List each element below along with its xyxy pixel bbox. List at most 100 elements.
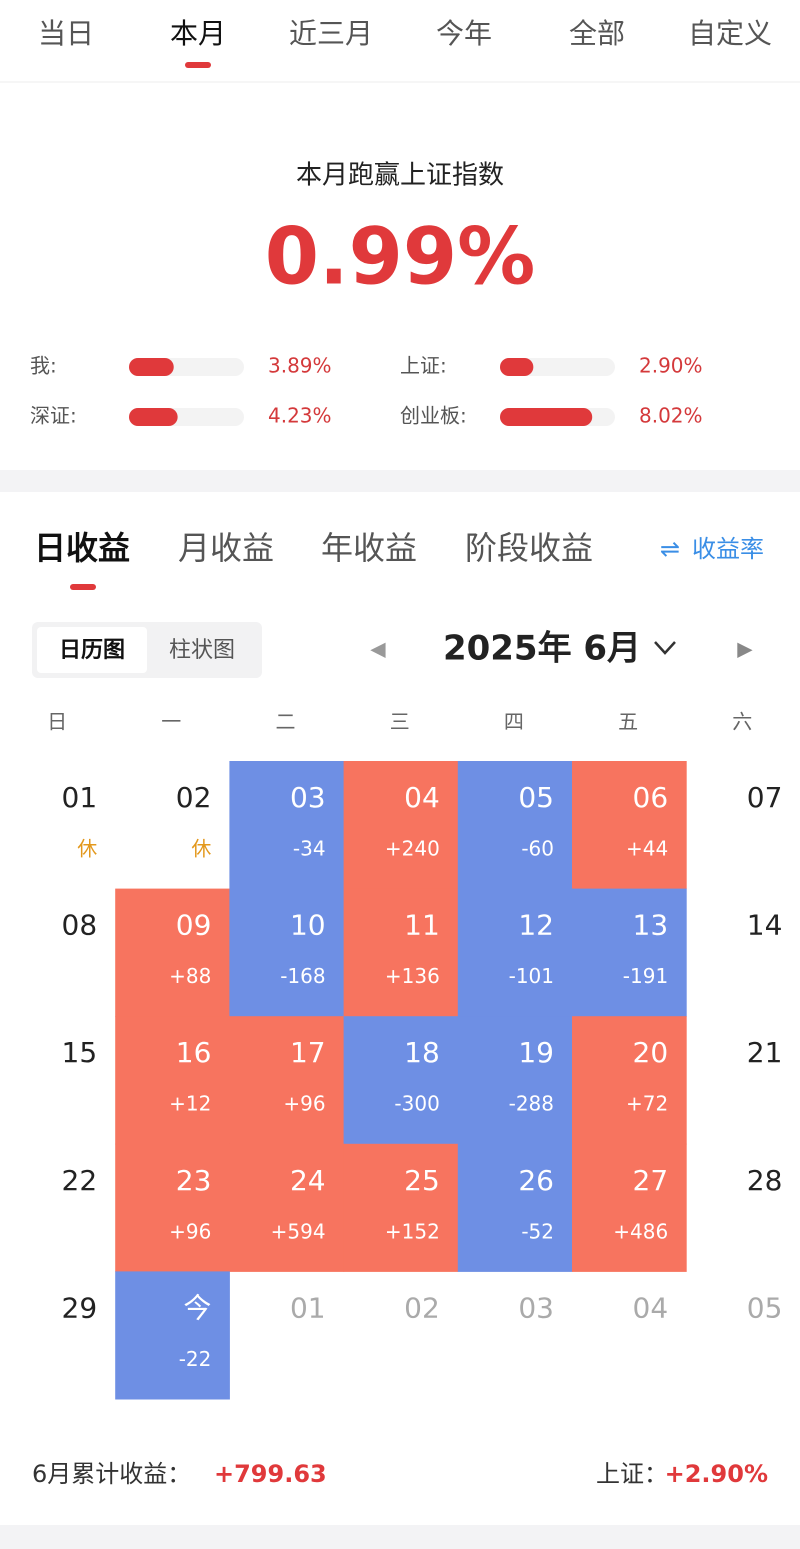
income-tab[interactable]: 年收益: [321, 529, 417, 567]
calendar-cell[interactable]: [229, 761, 345, 890]
tab-underline: [185, 62, 211, 68]
calendar-day[interactable]: 02: [404, 1291, 440, 1324]
calendar-cell[interactable]: [457, 761, 573, 890]
calendar-value[interactable]: +486: [613, 1219, 668, 1243]
calendar-day[interactable]: 05: [747, 1291, 783, 1324]
calendar-cell[interactable]: [457, 888, 573, 1017]
rate-link[interactable]: 收益率: [692, 535, 764, 563]
period-tab[interactable]: 全部: [569, 17, 625, 50]
income-tab[interactable]: 月收益: [178, 529, 274, 567]
calendar-day[interactable]: 06: [633, 781, 669, 814]
calendar-day[interactable]: 16: [176, 1036, 212, 1069]
calendar-value[interactable]: -300: [394, 1092, 439, 1116]
calendar-day[interactable]: 19: [518, 1036, 554, 1069]
calendar-day[interactable]: 21: [747, 1036, 783, 1069]
month-title[interactable]: 2025年 6月: [443, 629, 641, 669]
calendar-day[interactable]: 15: [62, 1036, 98, 1069]
calendar-cell[interactable]: [457, 1016, 573, 1145]
calendar-cell[interactable]: [229, 1143, 345, 1272]
calendar-day[interactable]: 23: [176, 1164, 212, 1197]
calendar-value[interactable]: -191: [623, 964, 668, 988]
calendar-value[interactable]: -34: [293, 837, 326, 861]
rate-icon[interactable]: ⇌: [660, 535, 680, 563]
compare-label: 我:: [30, 354, 57, 378]
calendar-cell[interactable]: [572, 1016, 687, 1145]
compare-value: 2.90%: [639, 354, 703, 378]
calendar-value[interactable]: -22: [179, 1347, 212, 1371]
calendar-day[interactable]: 01: [62, 781, 98, 814]
calendar-cell[interactable]: [343, 1143, 459, 1272]
calendar-cell[interactable]: [572, 888, 687, 1017]
calendar-day[interactable]: 02: [176, 781, 212, 814]
toggle-option[interactable]: 柱状图: [169, 638, 235, 663]
next-month[interactable]: ▶: [737, 637, 753, 661]
calendar-cell[interactable]: [343, 1016, 459, 1145]
period-tab[interactable]: 当日: [38, 17, 94, 50]
calendar-day[interactable]: 今: [183, 1291, 211, 1324]
calendar-value[interactable]: +72: [626, 1092, 668, 1116]
calendar-day[interactable]: 10: [290, 909, 326, 942]
calendar-day[interactable]: 27: [633, 1164, 669, 1197]
bar: [500, 358, 534, 376]
period-tab[interactable]: 今年: [436, 17, 492, 50]
calendar-cell[interactable]: [343, 761, 459, 890]
period-tab[interactable]: 自定义: [688, 17, 772, 50]
calendar-value[interactable]: -101: [509, 964, 554, 988]
calendar-day[interactable]: 05: [518, 781, 554, 814]
calendar-value[interactable]: 休: [191, 837, 211, 861]
weekday: 三: [390, 710, 410, 734]
calendar-value[interactable]: +12: [169, 1092, 211, 1116]
calendar-day[interactable]: 24: [290, 1164, 326, 1197]
period-tab[interactable]: 近三月: [289, 17, 373, 50]
income-tab[interactable]: 日收益: [34, 529, 130, 567]
calendar-day[interactable]: 09: [176, 909, 212, 942]
calendar-day[interactable]: 04: [404, 781, 440, 814]
calendar-day[interactable]: 03: [290, 781, 326, 814]
income-tab[interactable]: 阶段收益: [465, 529, 593, 567]
calendar-day[interactable]: 20: [633, 1036, 669, 1069]
calendar-value[interactable]: +88: [169, 964, 211, 988]
calendar-day[interactable]: 29: [62, 1291, 98, 1324]
calendar-day[interactable]: 28: [747, 1164, 783, 1197]
calendar-day[interactable]: 25: [404, 1164, 440, 1197]
calendar-day[interactable]: 08: [62, 909, 98, 942]
calendar-value[interactable]: -288: [509, 1092, 554, 1116]
calendar-day[interactable]: 22: [62, 1164, 98, 1197]
calendar-value[interactable]: 休: [77, 837, 97, 861]
calendar-value[interactable]: -60: [521, 837, 554, 861]
calendar-value[interactable]: +240: [385, 837, 440, 861]
calendar-cell[interactable]: [115, 1271, 230, 1400]
month-dropdown[interactable]: [654, 641, 676, 655]
calendar-value[interactable]: -52: [521, 1219, 554, 1243]
calendar-day[interactable]: 07: [747, 781, 783, 814]
calendar-day[interactable]: 04: [633, 1291, 669, 1324]
calendar-cell[interactable]: [229, 888, 345, 1017]
calendar-day[interactable]: 13: [633, 909, 669, 942]
calendar-cell[interactable]: [115, 1143, 230, 1272]
calendar-day[interactable]: 11: [404, 909, 440, 942]
calendar-cell[interactable]: [115, 1016, 230, 1145]
calendar-value[interactable]: +96: [169, 1219, 211, 1243]
calendar-day[interactable]: 01: [290, 1291, 326, 1324]
prev-month[interactable]: ◀: [370, 637, 386, 661]
period-tab[interactable]: 本月: [170, 17, 226, 50]
calendar-cell[interactable]: [572, 761, 687, 890]
calendar-day[interactable]: 18: [404, 1036, 440, 1069]
calendar-day[interactable]: 14: [747, 909, 783, 942]
calendar-value[interactable]: +594: [271, 1219, 326, 1243]
calendar-value[interactable]: -168: [280, 964, 325, 988]
calendar-cell[interactable]: [229, 1016, 345, 1145]
calendar-cell[interactable]: [457, 1143, 573, 1272]
calendar-day[interactable]: 17: [290, 1036, 326, 1069]
calendar-cell[interactable]: [343, 888, 459, 1017]
toggle-option[interactable]: 日历图: [59, 638, 125, 663]
calendar-value[interactable]: +44: [626, 837, 668, 861]
calendar-day[interactable]: 12: [518, 909, 554, 942]
calendar-value[interactable]: +96: [283, 1092, 325, 1116]
calendar-cell[interactable]: [115, 888, 230, 1017]
calendar-day[interactable]: 03: [518, 1291, 554, 1324]
calendar-value[interactable]: +136: [385, 964, 440, 988]
calendar-cell[interactable]: [572, 1143, 687, 1272]
calendar-value[interactable]: +152: [385, 1219, 440, 1243]
calendar-day[interactable]: 26: [518, 1164, 554, 1197]
